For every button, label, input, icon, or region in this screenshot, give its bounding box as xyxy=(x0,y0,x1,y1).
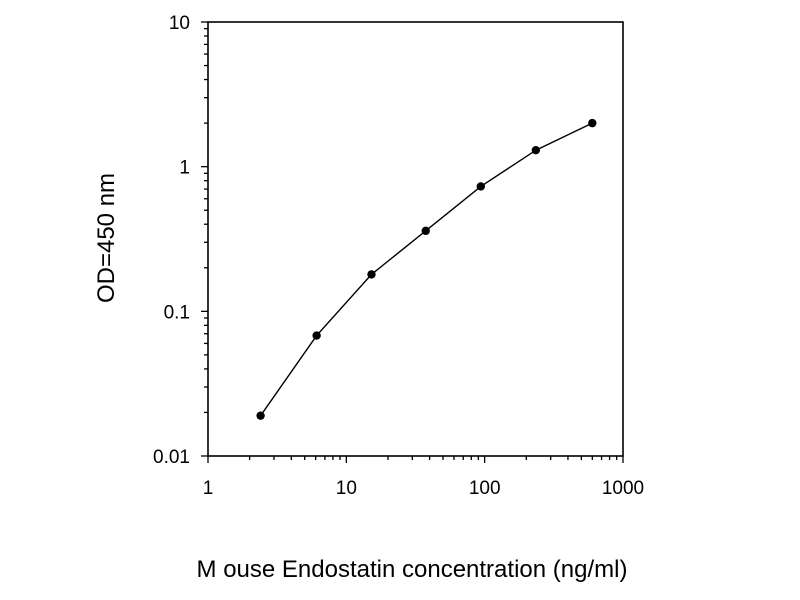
y-axis-title: OD=450 nm xyxy=(93,173,120,303)
x-tick-label: 1 xyxy=(203,478,214,499)
x-axis-title: M ouse Endostatin concentration (ng/ml) xyxy=(197,556,628,583)
plot-frame xyxy=(207,21,624,457)
x-tick-label: 1000 xyxy=(602,478,644,499)
data-point xyxy=(476,182,486,191)
data-point xyxy=(256,411,265,420)
data-point xyxy=(421,226,430,236)
ticks xyxy=(201,21,624,463)
y-tick-label: 1 xyxy=(179,158,190,179)
data-point xyxy=(588,118,597,128)
data-points xyxy=(256,118,597,420)
x-tick-label: 10 xyxy=(336,478,357,499)
data-point xyxy=(367,270,376,279)
data-point xyxy=(531,145,541,155)
series-line xyxy=(260,122,593,417)
y-tick-label: 0.1 xyxy=(164,302,190,323)
y-tick-label: 0.01 xyxy=(153,447,190,468)
data-point xyxy=(312,331,321,340)
x-tick-label: 100 xyxy=(469,478,501,499)
tick-labels: 1 10 100 1000 0.01 0.1 1 10 xyxy=(153,13,644,499)
y-tick-label: 10 xyxy=(169,13,190,34)
